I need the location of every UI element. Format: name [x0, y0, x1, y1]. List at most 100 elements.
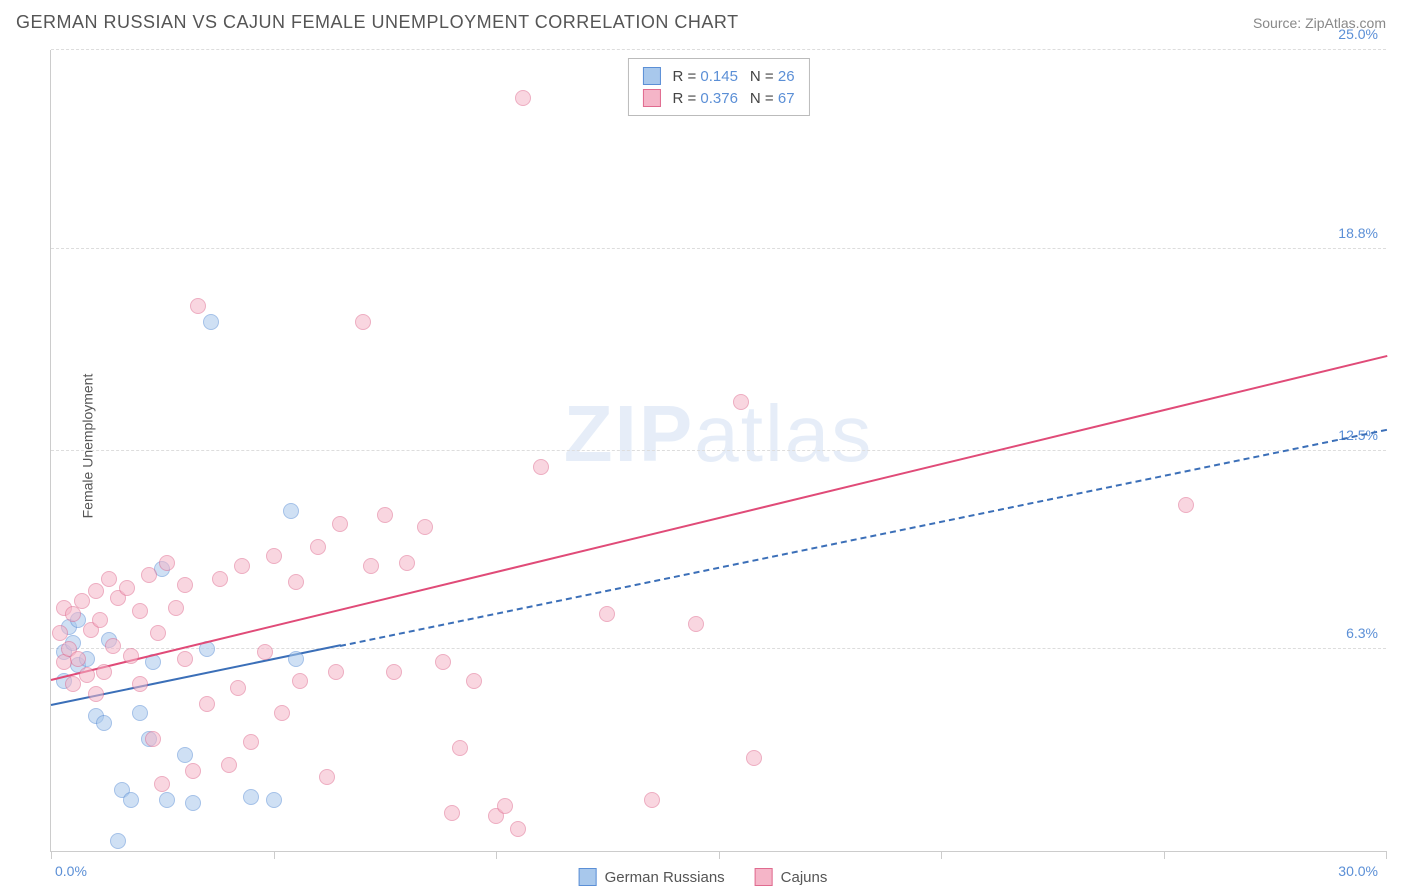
- data-point: [105, 638, 121, 654]
- data-point: [96, 664, 112, 680]
- gridline: [51, 648, 1386, 649]
- data-point: [123, 792, 139, 808]
- data-point: [688, 616, 704, 632]
- data-point: [88, 583, 104, 599]
- x-tick: [274, 851, 275, 859]
- data-point: [328, 664, 344, 680]
- data-point: [746, 750, 762, 766]
- correlation-stats-box: R = 0.145 N = 26 R = 0.376 N = 67: [627, 58, 809, 116]
- trendline: [51, 355, 1387, 681]
- data-point: [132, 705, 148, 721]
- data-point: [399, 555, 415, 571]
- data-point: [119, 580, 135, 596]
- n-label: N = 26: [750, 68, 795, 85]
- data-point: [1178, 497, 1194, 513]
- data-point: [243, 789, 259, 805]
- x-tick: [941, 851, 942, 859]
- data-point: [159, 555, 175, 571]
- data-point: [110, 833, 126, 849]
- data-point: [185, 795, 201, 811]
- gridline: [51, 49, 1386, 50]
- y-tick-label: 25.0%: [1338, 26, 1378, 42]
- data-point: [444, 805, 460, 821]
- data-point: [177, 651, 193, 667]
- data-point: [510, 821, 526, 837]
- data-point: [141, 567, 157, 583]
- data-point: [386, 664, 402, 680]
- data-point: [212, 571, 228, 587]
- gridline: [51, 450, 1386, 451]
- gridline: [51, 248, 1386, 249]
- data-point: [288, 651, 304, 667]
- data-point: [123, 648, 139, 664]
- data-point: [88, 686, 104, 702]
- data-point: [292, 673, 308, 689]
- y-tick-label: 18.8%: [1338, 225, 1378, 241]
- data-point: [70, 651, 86, 667]
- legend-label: German Russians: [605, 869, 725, 886]
- data-point: [52, 625, 68, 641]
- data-point: [257, 644, 273, 660]
- data-point: [355, 314, 371, 330]
- data-point: [377, 507, 393, 523]
- series-legend: German Russians Cajuns: [579, 868, 828, 886]
- r-label: R = 0.145: [672, 68, 737, 85]
- trendline: [340, 429, 1387, 647]
- data-point: [497, 798, 513, 814]
- data-point: [101, 571, 117, 587]
- legend-label: Cajuns: [781, 869, 828, 886]
- legend-item: Cajuns: [755, 868, 828, 886]
- data-point: [199, 696, 215, 712]
- data-point: [150, 625, 166, 641]
- data-point: [159, 792, 175, 808]
- x-tick: [496, 851, 497, 859]
- data-point: [533, 459, 549, 475]
- data-point: [435, 654, 451, 670]
- data-point: [132, 676, 148, 692]
- data-point: [132, 603, 148, 619]
- data-point: [363, 558, 379, 574]
- data-point: [515, 90, 531, 106]
- legend-swatch: [755, 868, 773, 886]
- scatter-chart: ZIPatlas R = 0.145N = 26R = 0.376N = 67 …: [50, 50, 1386, 852]
- data-point: [452, 740, 468, 756]
- data-point: [185, 763, 201, 779]
- legend-swatch: [579, 868, 597, 886]
- legend-item: German Russians: [579, 868, 725, 886]
- data-point: [168, 600, 184, 616]
- data-point: [332, 516, 348, 532]
- data-point: [203, 314, 219, 330]
- data-point: [288, 574, 304, 590]
- data-point: [79, 667, 95, 683]
- data-point: [177, 747, 193, 763]
- x-tick: [1386, 851, 1387, 859]
- data-point: [96, 715, 112, 731]
- y-tick-label: 6.3%: [1346, 625, 1378, 641]
- x-axis-min-label: 0.0%: [55, 863, 87, 879]
- legend-swatch: [642, 67, 660, 85]
- watermark: ZIPatlas: [564, 388, 873, 480]
- data-point: [266, 548, 282, 564]
- chart-title: GERMAN RUSSIAN VS CAJUN FEMALE UNEMPLOYM…: [16, 12, 739, 33]
- data-point: [230, 680, 246, 696]
- data-point: [644, 792, 660, 808]
- legend-swatch: [642, 89, 660, 107]
- data-point: [234, 558, 250, 574]
- data-point: [733, 394, 749, 410]
- n-label: N = 67: [750, 90, 795, 107]
- x-tick: [51, 851, 52, 859]
- data-point: [92, 612, 108, 628]
- data-point: [266, 792, 282, 808]
- stats-row: R = 0.145 N = 26: [642, 65, 794, 87]
- data-point: [177, 577, 193, 593]
- stats-row: R = 0.376 N = 67: [642, 87, 794, 109]
- data-point: [417, 519, 433, 535]
- r-label: R = 0.376: [672, 90, 737, 107]
- x-axis-max-label: 30.0%: [1338, 863, 1378, 879]
- data-point: [310, 539, 326, 555]
- x-tick: [719, 851, 720, 859]
- data-point: [466, 673, 482, 689]
- data-point: [599, 606, 615, 622]
- data-point: [243, 734, 259, 750]
- data-point: [319, 769, 335, 785]
